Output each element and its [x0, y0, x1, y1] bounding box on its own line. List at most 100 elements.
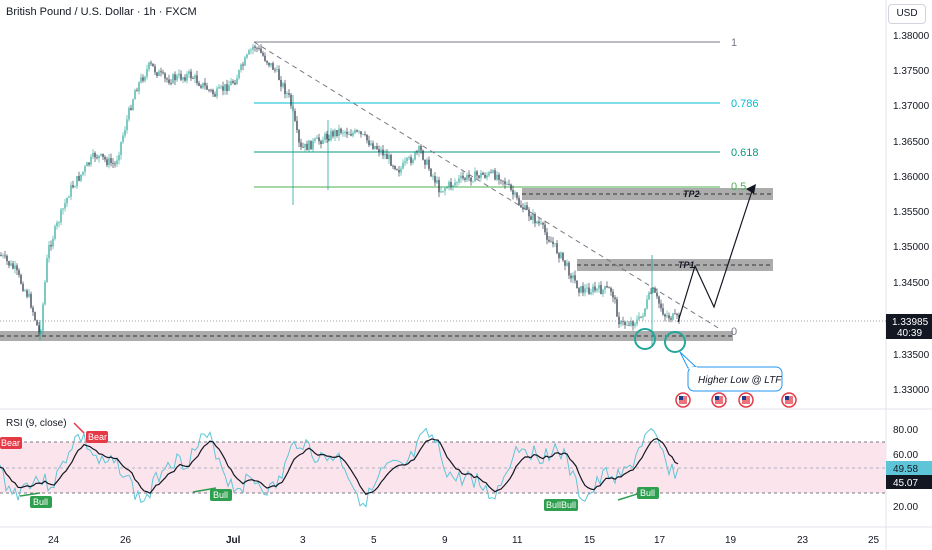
candle-body [610, 287, 612, 292]
low-circle-1[interactable] [634, 328, 656, 350]
candle-body [448, 181, 450, 188]
us-flag-icon[interactable] [675, 392, 691, 408]
rsi-title[interactable]: RSI (9, close) [6, 418, 67, 429]
time-axis[interactable]: 24 26 Jul 3 5 9 11 15 17 19 23 25 [48, 535, 880, 546]
candle-body [28, 293, 30, 297]
candle-body [632, 321, 634, 326]
candle-body [6, 255, 8, 262]
bear-label-2: Bear [88, 432, 107, 442]
candle-body [372, 143, 374, 149]
bull-divergence-line [192, 487, 217, 493]
economic-events[interactable] [675, 392, 797, 408]
candle-body [116, 160, 118, 165]
candle-body [620, 321, 622, 325]
tp2-zone[interactable] [522, 188, 773, 200]
candle-body [88, 162, 90, 165]
candle-body [176, 75, 178, 81]
us-flag-icon[interactable] [711, 392, 727, 408]
low-circle-2[interactable] [664, 331, 686, 353]
candle-body [208, 89, 210, 91]
candle-body [572, 275, 574, 279]
candle-body [220, 86, 222, 88]
candle-body [532, 214, 534, 220]
candle-body [318, 137, 320, 142]
fib-retracement[interactable]: 1 0.786 0.618 0.5 0 [254, 37, 759, 338]
candle-body [464, 178, 466, 180]
candle-body [662, 308, 664, 315]
candle-body [544, 224, 546, 233]
candle-body [414, 151, 416, 160]
candle-body [638, 316, 640, 320]
candle-body [652, 288, 654, 293]
bull-label-bg [30, 496, 52, 508]
candle-body [570, 275, 572, 279]
bear-label-1: Bear [1, 438, 20, 448]
rsi-pane[interactable]: Bull Bear Bear Bull BullBull Bull 80.00 … [0, 422, 932, 513]
higher-low-callout[interactable]: Higher Low @ LTF [679, 351, 783, 392]
candle-body [10, 263, 12, 266]
time-tick: 19 [725, 535, 737, 546]
candle-body [612, 291, 614, 298]
candle-body [408, 157, 410, 159]
time-tick: 3 [300, 535, 306, 546]
candle-body [554, 243, 556, 245]
us-flag-icon[interactable] [781, 392, 797, 408]
price-tick: 1.36500 [893, 137, 930, 148]
candle-body [112, 162, 114, 164]
downtrend-line[interactable] [253, 41, 721, 330]
candle-body [222, 86, 224, 91]
time-tick: 25 [868, 535, 880, 546]
price-tick: 1.37000 [893, 101, 930, 112]
candle-body [338, 128, 340, 136]
candle-body [96, 157, 98, 159]
candle-body [166, 78, 168, 80]
rsi-tick: 20.00 [893, 502, 918, 513]
candle-body [110, 158, 112, 163]
candle-body [624, 321, 626, 326]
candle-body [438, 179, 440, 193]
candle-body [580, 286, 582, 293]
candle-body [642, 315, 644, 318]
price-tick: 1.35500 [893, 207, 930, 218]
candle-body [364, 134, 366, 135]
candle-body [534, 214, 536, 224]
projection-path[interactable] [677, 187, 754, 323]
time-tick: 11 [512, 535, 523, 546]
currency-button[interactable]: USD [888, 4, 926, 24]
candle-body [460, 175, 462, 179]
candle-body [564, 260, 566, 266]
candle-body [422, 150, 424, 160]
candle-body [398, 169, 400, 173]
candle-body [316, 137, 318, 139]
candle-body [530, 216, 532, 220]
candle-body [676, 313, 678, 316]
us-flag-icon[interactable] [738, 392, 754, 408]
candle-body [114, 163, 116, 165]
candle-body [470, 177, 472, 182]
candle-body [356, 130, 358, 132]
candle-body [440, 191, 442, 193]
bull-label: Bull [33, 497, 48, 507]
candle-body [18, 270, 20, 275]
candle-body [200, 85, 202, 88]
candle-body [104, 157, 106, 160]
candle-body [496, 174, 498, 180]
candle-body [186, 73, 188, 81]
candle-body [20, 274, 22, 284]
candle-body [44, 282, 46, 305]
candle-body [468, 174, 470, 178]
candle-body [598, 285, 600, 289]
price-axis[interactable]: 1.38000 1.37500 1.37000 1.36500 1.36000 … [886, 31, 932, 396]
time-tick: Jul [226, 535, 241, 546]
candle-body [388, 154, 390, 160]
candle-body [152, 63, 154, 67]
candle-body [68, 196, 70, 198]
candle-body [50, 244, 52, 247]
symbol-title[interactable]: British Pound / U.S. Dollar · 1h · FXCM [6, 6, 197, 18]
candle-body [588, 287, 590, 295]
bull-divergence-line [19, 492, 41, 497]
fib-label-05: 0.5 [731, 181, 746, 193]
candle-body [648, 292, 650, 300]
candle-body [262, 52, 264, 56]
